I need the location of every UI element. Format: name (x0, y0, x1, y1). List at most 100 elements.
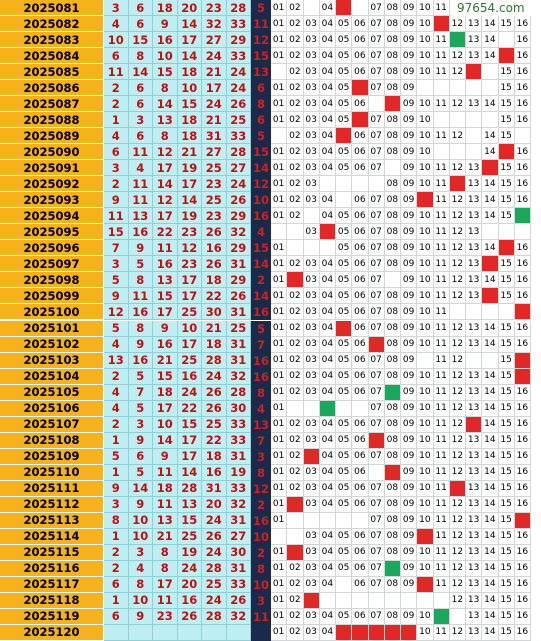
grid-cell: 15 (498, 368, 515, 385)
table-row: 2025116 2 4 8 24 28 31 8 01 02 03 04 05 06 07 09 10 11 12 1… (0, 560, 541, 577)
grid-cell: 01 (271, 432, 288, 449)
red-ball-number: 5 (128, 256, 153, 273)
red-ball-number: 16 (153, 32, 178, 49)
red-ball-number: 26 (226, 288, 251, 305)
grid-cell: 09 (401, 448, 418, 465)
red-ball-number: 22 (202, 432, 227, 449)
grid-cell: 14 (482, 192, 499, 209)
grid-cell: 08 (384, 64, 401, 81)
grid-cell: 13 (466, 384, 483, 401)
blue-ball-number: 8 (251, 464, 271, 481)
red-ball-number: 28 (226, 384, 251, 401)
grid-cell: 03 (303, 352, 320, 369)
grid-cell (271, 528, 288, 545)
grid-cell: 06 (352, 336, 369, 353)
grid-cell: 08 (384, 0, 401, 17)
grid-cell: 03 (303, 288, 320, 305)
grid-cell: 11 (433, 528, 450, 545)
red-ball-number: 27 (226, 160, 251, 177)
grid-cell: 13 (466, 240, 483, 257)
red-ball-number: 25 (177, 304, 202, 321)
red-ball-number: 10 (177, 80, 202, 97)
issue-number: 2025082 (0, 16, 104, 33)
red-ball-number: 26 (226, 192, 251, 209)
grid-cell: 03 (303, 224, 320, 241)
grid-cell: 12 (449, 512, 466, 529)
grid-cell: 01 (271, 576, 288, 593)
table-row: 2025092 2 11 14 17 23 24 12 01 02 03 08 09 10 11 13 14 15… (0, 176, 541, 193)
grid-cell: 09 (401, 272, 418, 289)
table-row: 2025088 1 3 13 18 21 25 6 01 02 03 04 05 07 08 09 10 15 16 (0, 112, 541, 129)
red-ball-number: 33 (226, 128, 251, 145)
grid-cell: 13 (466, 256, 483, 273)
red-ball-number (104, 624, 129, 641)
grid-cell: 02 (287, 256, 304, 273)
red-ball-group: 12 16 17 25 30 31 (104, 304, 251, 321)
grid-cell: 08 (384, 336, 401, 353)
table-row: 2025085 11 14 15 18 21 24 13 02 03 04 05 06 07 08 09 10 1… (0, 64, 541, 81)
table-row: 2025113 8 10 13 15 24 31 16 01 07 08 09 10 11 12 13 14 15 (0, 512, 541, 529)
red-ball-number: 8 (104, 512, 129, 529)
grid-cell: 09 (401, 160, 418, 177)
blue-ball-number: 15 (251, 240, 271, 257)
grid-cell: 15 (498, 384, 515, 401)
grid-cell: 14 (482, 496, 499, 513)
grid-cell: 07 (368, 480, 385, 497)
blue-ball-number: 7 (251, 432, 271, 449)
red-ball-group: 9 14 18 28 31 33 (104, 480, 251, 497)
grid-cell: 15 (498, 160, 515, 177)
grid-cell: 09 (401, 256, 418, 273)
grid-cell: 14 (482, 240, 499, 257)
blue-ball-number: 10 (251, 192, 271, 209)
blue-ball-number: 3 (251, 448, 271, 465)
grid-cell: 10 (417, 160, 434, 177)
grid-cell: 03 (303, 192, 320, 209)
grid-cell: 08 (384, 224, 401, 241)
hit-marker-red (417, 576, 434, 593)
grid-cell: 03 (303, 368, 320, 385)
table-row: 2025103 13 16 21 25 28 31 16 01 02 03 04 05 06 07 08 09 1… (0, 352, 541, 369)
grid-cell: 16 (514, 400, 531, 417)
grid-cell: 09 (401, 112, 418, 129)
issue-number: 2025081 (0, 0, 104, 17)
red-ball-group: 8 10 13 15 24 31 (104, 512, 251, 529)
grid-cell: 01 (271, 192, 288, 209)
grid-cell (498, 224, 515, 241)
grid-cell: 06 (352, 96, 369, 113)
grid-cell: 10 (417, 544, 434, 561)
red-ball-number: 13 (153, 272, 178, 289)
blue-ball-number: 2 (251, 272, 271, 289)
blue-trend-grid: 01 02 03 04 05 06 09 10 11 12 13 14 15 16 (271, 464, 531, 481)
grid-cell (482, 224, 499, 241)
blue-trend-grid: 01 02 03 04 05 06 09 10 11 12 13 14 15 16 (271, 96, 531, 113)
grid-cell: 03 (303, 608, 320, 625)
grid-cell: 02 (287, 384, 304, 401)
grid-cell: 14 (482, 464, 499, 481)
grid-cell: 06 (352, 208, 369, 225)
grid-cell: 04 (319, 368, 336, 385)
grid-cell: 01 (271, 320, 288, 337)
blue-ball-number: 4 (251, 400, 271, 417)
grid-cell: 14 (482, 416, 499, 433)
grid-cell: 04 (319, 256, 336, 273)
issue-number: 2025096 (0, 240, 104, 257)
blue-trend-grid: 01 02 03 04 05 06 07 09 10 11 12 13 14 15 16 (271, 384, 531, 401)
red-ball-number: 14 (153, 176, 178, 193)
red-ball-number: 22 (153, 224, 178, 241)
grid-cell: 11 (433, 0, 450, 17)
grid-cell: 10 (417, 464, 434, 481)
grid-cell: 09 (401, 80, 418, 97)
grid-cell: 07 (368, 528, 385, 545)
red-ball-number: 17 (177, 176, 202, 193)
red-ball-number: 1 (104, 592, 129, 609)
grid-cell: 05 (336, 352, 353, 369)
red-ball-number: 16 (128, 352, 153, 369)
grid-cell (384, 592, 401, 609)
table-row: 2025082 4 6 9 14 32 33 11 01 02 03 04 05 06 07 08 09 10 12… (0, 16, 541, 33)
grid-cell: 11 (433, 224, 450, 241)
red-ball-number: 17 (177, 288, 202, 305)
red-ball-group: 1 5 11 14 16 19 (104, 464, 251, 481)
grid-cell: 04 (319, 384, 336, 401)
grid-cell (417, 80, 434, 97)
